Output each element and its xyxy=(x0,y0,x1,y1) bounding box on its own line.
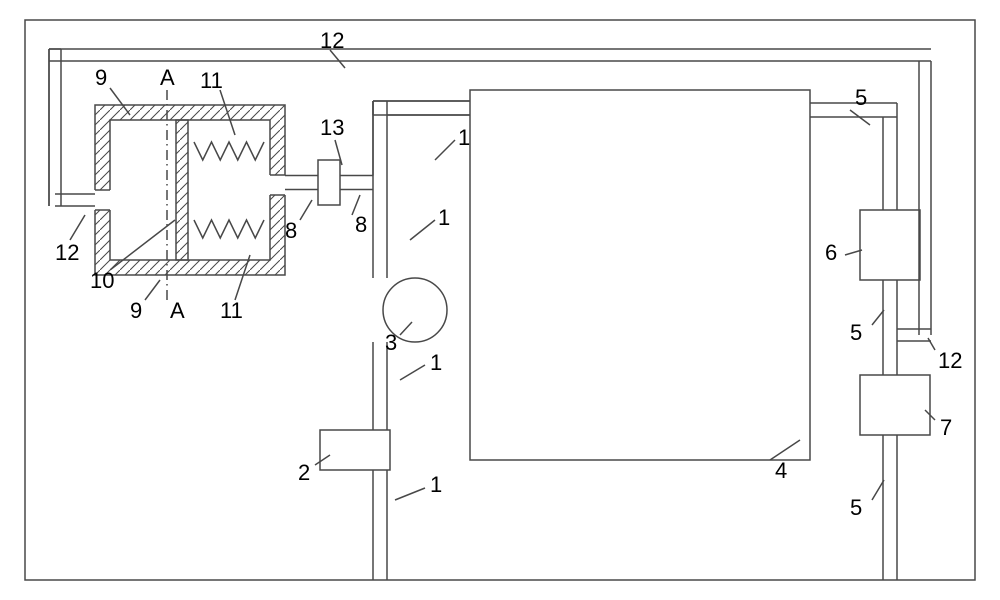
label-3: 3 xyxy=(385,330,397,355)
leader xyxy=(400,365,425,380)
leader xyxy=(145,280,160,300)
leader xyxy=(400,322,412,335)
label-11-top: 11 xyxy=(200,68,223,93)
leader xyxy=(928,338,935,350)
spring-top-11 xyxy=(194,142,264,160)
label-9-bot: 9 xyxy=(130,298,142,323)
label-2: 2 xyxy=(298,460,310,485)
leader xyxy=(872,480,884,500)
leader xyxy=(770,440,800,460)
leader xyxy=(70,215,85,240)
leader xyxy=(315,455,330,465)
label-1-b: 1 xyxy=(438,205,450,230)
label-13: 13 xyxy=(320,115,344,140)
block-6 xyxy=(860,210,920,280)
label-5-top: 5 xyxy=(855,85,867,110)
label-12-left: 12 xyxy=(55,240,79,265)
label-11-bot: 11 xyxy=(220,298,243,323)
label-12-top: 12 xyxy=(320,28,344,53)
block-7 xyxy=(860,375,930,435)
housing-inner-outline xyxy=(110,120,270,260)
label-6: 6 xyxy=(825,240,837,265)
leader xyxy=(435,140,455,160)
label-8-left: 8 xyxy=(285,218,297,243)
label-10: 10 xyxy=(90,268,114,293)
housing-outer-outline xyxy=(95,105,285,275)
label-5-bot: 5 xyxy=(850,495,862,520)
block-13 xyxy=(318,160,340,205)
leader xyxy=(395,488,425,500)
label-1-c: 1 xyxy=(430,350,442,375)
housing-divider xyxy=(176,120,188,260)
label-5-mid: 5 xyxy=(850,320,862,345)
label-A-top: A xyxy=(160,65,175,90)
label-A-bot: A xyxy=(170,298,185,323)
leader xyxy=(872,310,884,325)
leader xyxy=(300,200,312,220)
block-2 xyxy=(320,430,390,470)
leader xyxy=(410,220,435,240)
spring-bot-11 xyxy=(194,220,264,238)
label-1-d: 1 xyxy=(430,472,442,497)
label-1-a: 1 xyxy=(458,125,470,150)
leader xyxy=(335,140,342,165)
housing-walls-hatch xyxy=(95,105,285,275)
block-4 xyxy=(470,90,810,460)
label-4: 4 xyxy=(775,458,787,483)
label-12-right: 12 xyxy=(938,348,962,373)
label-9-top: 9 xyxy=(95,65,107,90)
label-7: 7 xyxy=(940,415,952,440)
label-8-right: 8 xyxy=(355,212,367,237)
